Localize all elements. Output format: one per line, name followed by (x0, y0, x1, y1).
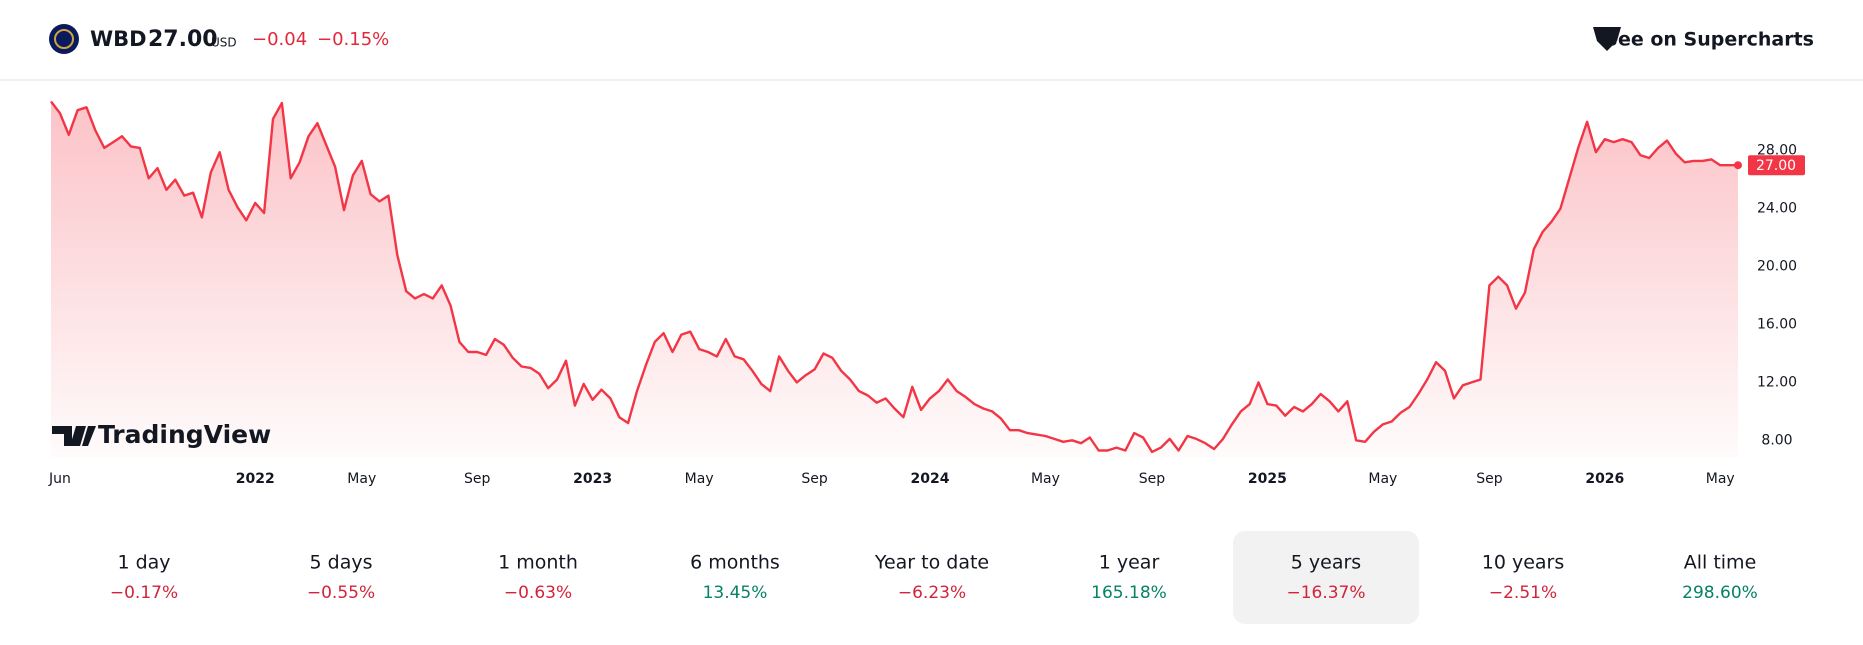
price-tag (1748, 155, 1805, 176)
period-label[interactable]: 6 months (690, 552, 780, 574)
period-change[interactable]: −2.51% (1489, 583, 1557, 603)
period-selected-bg (1233, 531, 1419, 624)
period-label[interactable]: All time (1684, 552, 1757, 574)
watermark-logo (52, 426, 96, 446)
watermark: TradingView (98, 420, 271, 449)
period-label[interactable]: 10 years (1482, 552, 1565, 574)
symbol[interactable]: WBD (90, 27, 147, 51)
y-tick-label: 20.00 (1757, 259, 1797, 275)
period-change[interactable]: −6.23% (898, 583, 966, 603)
period-label[interactable]: 1 day (117, 552, 170, 574)
y-tick-label: 12.00 (1757, 374, 1797, 390)
period-change[interactable]: −16.37% (1286, 583, 1365, 603)
x-tick-label: Jun (48, 471, 71, 487)
period-label[interactable]: 1 year (1099, 552, 1160, 574)
x-tick-label: Sep (1139, 471, 1166, 487)
x-tick-label: 2024 (911, 471, 950, 487)
x-tick-label: Sep (801, 471, 828, 487)
area-fill (51, 101, 1738, 457)
x-tick-label: May (1031, 471, 1060, 487)
x-tick-label: Sep (464, 471, 491, 487)
x-tick-label: May (347, 471, 376, 487)
period-change[interactable]: 165.18% (1091, 583, 1167, 603)
period-change[interactable]: 13.45% (703, 583, 768, 603)
currency: USD (211, 36, 237, 50)
plot: 8.00 12.00 16.00 20.00 24.00 28.00 Jun 2022 May S… (48, 100, 1805, 487)
x-tick-label: 2022 (236, 471, 275, 487)
price-line (50, 100, 1738, 454)
x-tick-label: 2026 (1585, 471, 1624, 487)
supercharts-icon[interactable] (1593, 27, 1621, 51)
x-tick-label: 2023 (573, 471, 612, 487)
y-tick-label: 28.00 (1757, 143, 1797, 159)
change: −0.04 (252, 29, 307, 50)
period-label[interactable]: 5 years (1291, 552, 1361, 574)
x-tick-label: May (1368, 471, 1397, 487)
price: 27.00 (148, 27, 218, 52)
last-point (1734, 161, 1742, 170)
period-change[interactable]: −0.63% (504, 583, 572, 603)
period-label[interactable]: Year to date (874, 552, 989, 574)
symbol-logo-ring (54, 29, 74, 49)
period-change[interactable]: −0.17% (110, 583, 178, 603)
symbol-logo (49, 24, 79, 54)
y-tick-label: 16.00 (1757, 317, 1797, 333)
x-tick-label: May (1706, 471, 1735, 487)
supercharts-link[interactable]: See on Supercharts (1604, 29, 1814, 51)
period-label[interactable]: 5 days (310, 552, 373, 574)
y-tick-label: 24.00 (1757, 201, 1797, 217)
periods: 1 day −0.17% 5 days −0.55% 1 month −0.63% 6 mo… (110, 531, 1758, 624)
x-tick-label: 2025 (1248, 471, 1287, 487)
change-percent: −0.15% (317, 29, 389, 50)
price-tag-label: 27.00 (1756, 158, 1796, 174)
y-tick-label: 8.00 (1761, 432, 1792, 448)
period-change[interactable]: 298.60% (1682, 583, 1758, 603)
x-tick-label: May (685, 471, 714, 487)
period-label[interactable]: 1 month (498, 552, 578, 574)
x-tick-label: Sep (1476, 471, 1503, 487)
period-change[interactable]: −0.55% (307, 583, 375, 603)
